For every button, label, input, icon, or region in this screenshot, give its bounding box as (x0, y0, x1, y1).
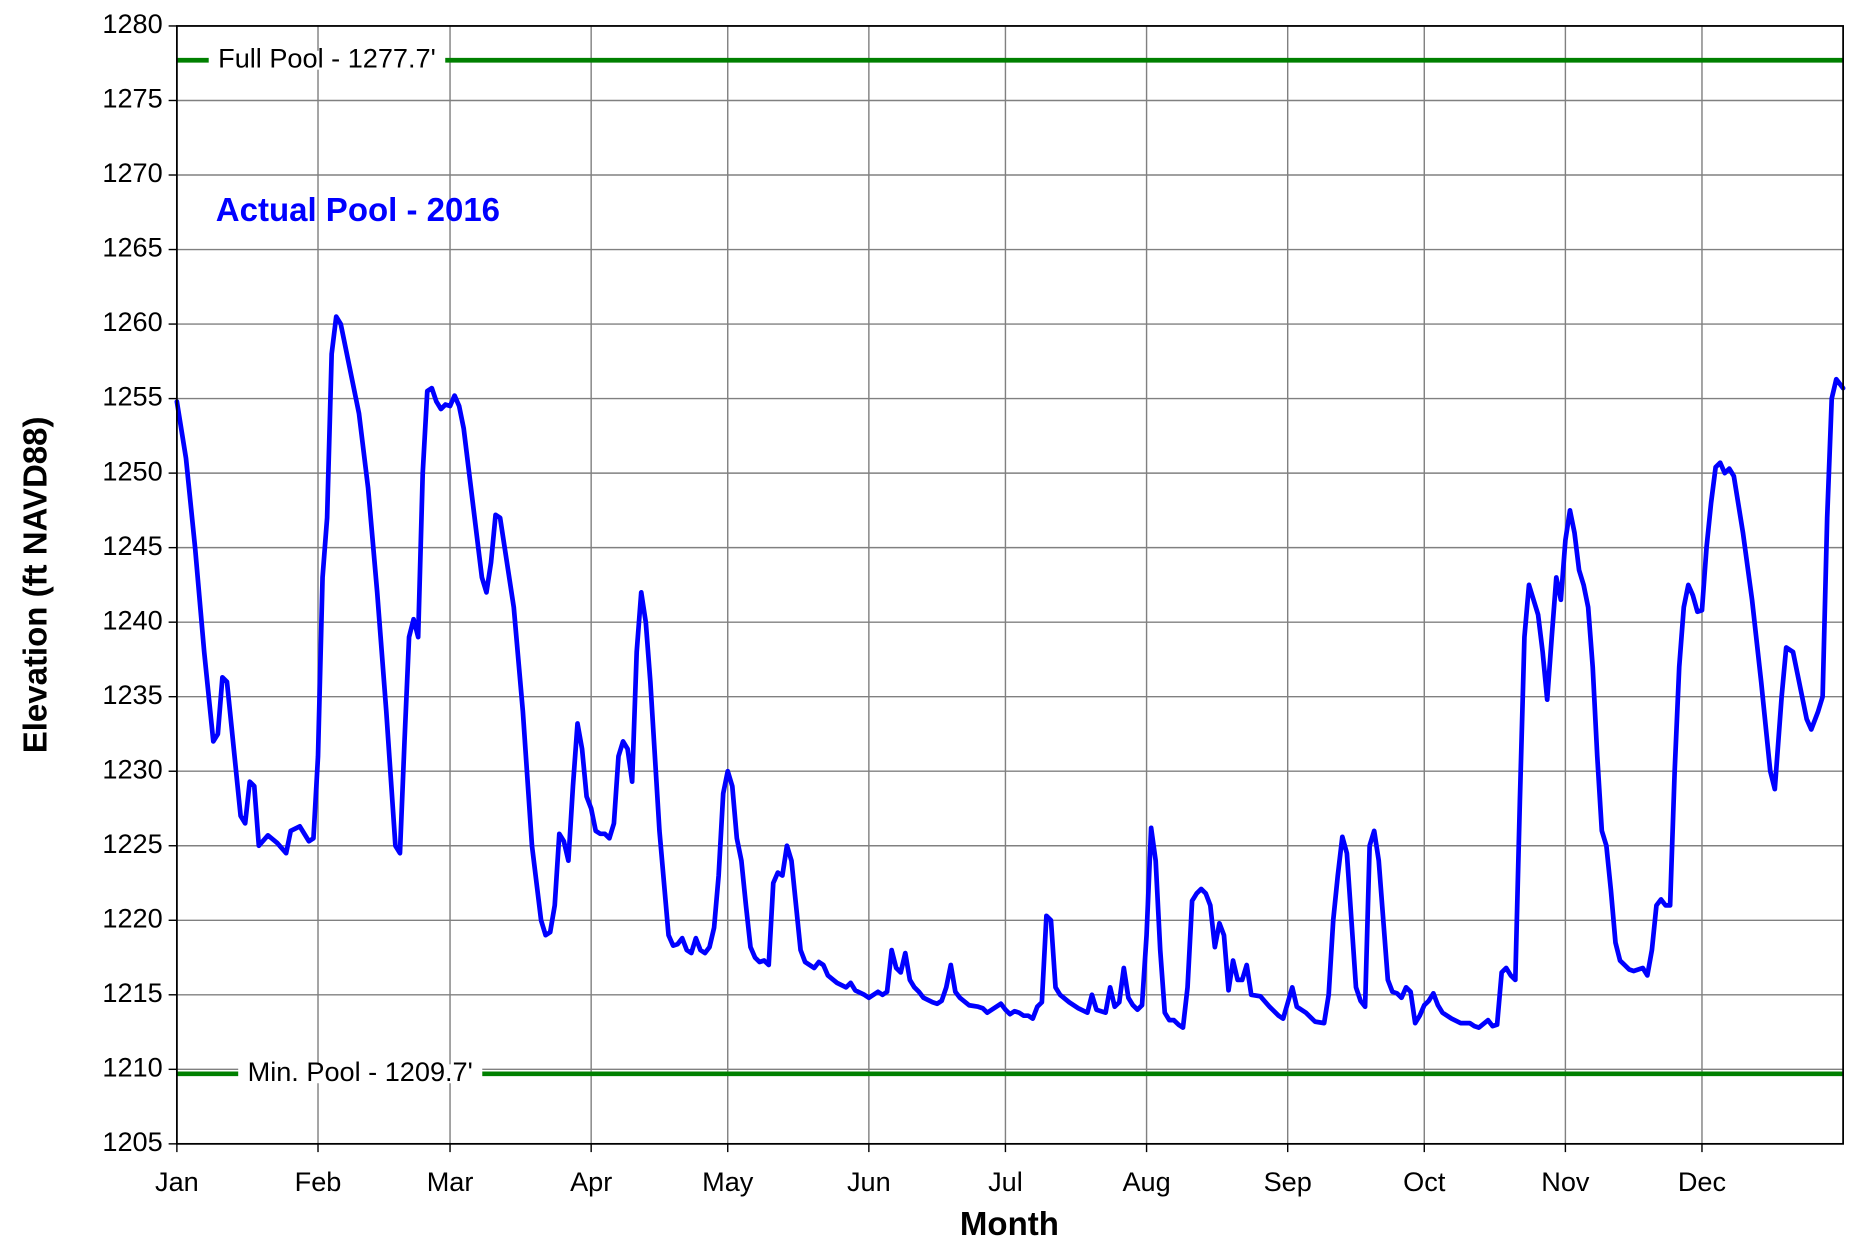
x-tick-label: Jan (155, 1166, 199, 1197)
y-tick-label: 1265 (102, 232, 162, 263)
y-tick-label: 1210 (102, 1051, 162, 1082)
x-tick-label: Aug (1122, 1166, 1170, 1197)
x-tick-label: Apr (570, 1166, 612, 1197)
x-tick-label: Nov (1541, 1166, 1590, 1197)
y-tick-label: 1275 (102, 83, 162, 114)
plot-border (175, 25, 1844, 1145)
y-tick-label: 1205 (102, 1126, 162, 1157)
x-tick-label: May (702, 1166, 754, 1197)
y-tick-label: 1215 (102, 977, 162, 1008)
x-tick-label: Dec (1678, 1166, 1726, 1197)
x-tick-label: Mar (427, 1166, 474, 1197)
reference-label: Min. Pool - 1209.7' (248, 1056, 473, 1087)
y-tick-label: 1235 (102, 679, 162, 710)
x-tick-label: Sep (1264, 1166, 1312, 1197)
y-tick-label: 1230 (102, 753, 162, 784)
reference-label-bg (238, 1064, 483, 1084)
x-axis-title: Month (960, 1205, 1059, 1242)
reference-label: Full Pool - 1277.7' (218, 42, 436, 73)
y-axis-title: Elevation (ft NAVD88) (16, 417, 53, 754)
data-line (174, 314, 1846, 1030)
y-tick-label: 1255 (102, 381, 162, 412)
series-label: Actual Pool - 2016 (216, 191, 500, 228)
y-tick-label: 1270 (102, 157, 162, 188)
y-tick-label: 1260 (102, 306, 162, 337)
x-tick-label: Feb (295, 1166, 342, 1197)
y-tick-label: 1280 (102, 8, 162, 39)
y-tick-label: 1225 (102, 828, 162, 859)
y-tick-label: 1250 (102, 455, 162, 486)
reference-label-bg (208, 50, 446, 70)
x-tick-label: Jun (847, 1166, 891, 1197)
y-tick-label: 1220 (102, 902, 162, 933)
y-tick-label: 1245 (102, 530, 162, 561)
x-tick-label: Oct (1403, 1166, 1446, 1197)
y-tick-label: 1240 (102, 604, 162, 635)
x-tick-label: Jul (988, 1166, 1023, 1197)
